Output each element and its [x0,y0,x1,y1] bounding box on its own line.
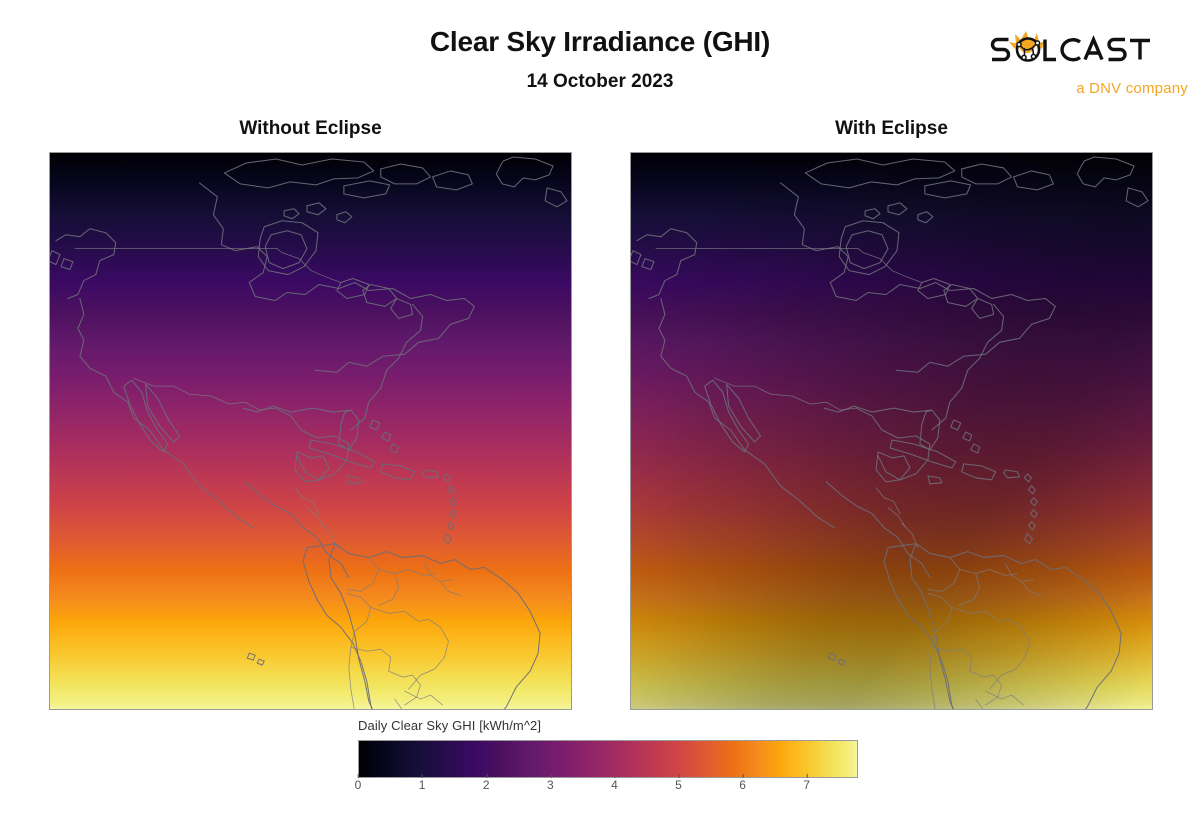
panel-title-with-eclipse: With Eclipse [835,118,948,139]
panel-title-without-eclipse: Without Eclipse [239,118,382,139]
colorbar-tick-mark [550,774,552,778]
map-panel-with-eclipse [630,152,1153,710]
colorbar-tick-labels: 0 1 2 3 4 5 6 7 [355,774,858,800]
colorbar-gradient [358,740,858,778]
colorbar-label: Daily Clear Sky GHI [kWh/m^2] [358,718,542,733]
colorbar-tick-mark [742,774,744,778]
colorbar-tick-3: 3 [547,774,554,792]
map-inner-right [631,153,1152,709]
colorbar-tick-mark [614,774,616,778]
logo-tagline: a DNV company [1076,80,1188,97]
colorbar-tick-5: 5 [675,774,682,792]
map-inner-left [50,153,571,709]
solcast-logo: a DNV company [988,24,1188,104]
page-title: Clear Sky Irradiance (GHI) [429,26,771,57]
colorbar: Daily Clear Sky GHI [kWh/m^2] 0 1 2 3 4 5 6 7 [355,718,858,800]
colorbar-tick-mark [358,774,359,778]
colorbar-tick-mark [486,774,488,778]
colorbar-tick-mark [678,774,680,778]
colorbar-tick-1: 1 [419,774,425,792]
colorbar-tick-6: 6 [739,774,746,792]
colorbar-tick-7: 7 [803,774,810,792]
solcast-wordmark-icon [990,31,1150,62]
page-subtitle: 14 October 2023 [526,71,674,92]
colorbar-tick-mark [806,774,808,778]
map-outlines-right [631,153,1152,709]
map-outlines-left [50,153,571,709]
irradiance-field-without-eclipse [50,153,571,709]
colorbar-tick-4: 4 [611,774,618,792]
eclipse-shadow-path [631,153,1152,709]
colorbar-tick-2: 2 [483,774,490,792]
map-panel-without-eclipse [49,152,572,710]
globe-icon [1015,37,1041,62]
irradiance-field-with-eclipse [631,153,1152,709]
colorbar-tick-0: 0 [355,774,361,792]
colorbar-tick-mark [422,774,424,778]
